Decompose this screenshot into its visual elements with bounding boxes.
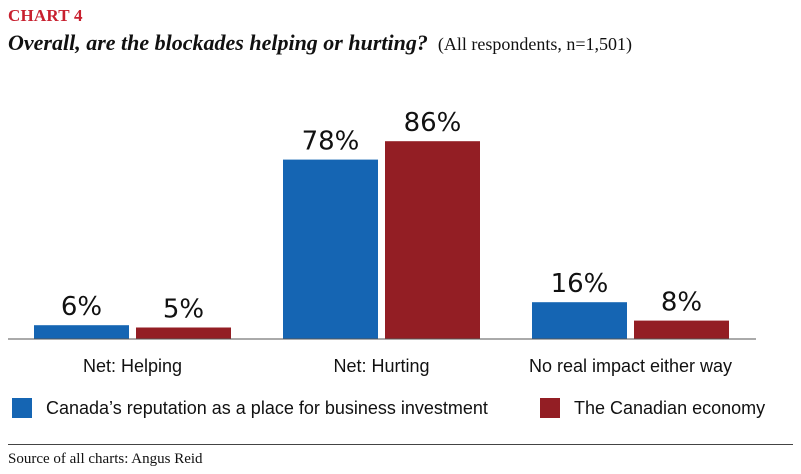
data-label-net-hurting-series-1: 78% — [302, 127, 360, 157]
footer-divider — [8, 444, 793, 445]
category-label-no-real-impact-either-way: No real impact either way — [529, 356, 732, 376]
data-label-no-real-impact-either-way-series-1: 16% — [551, 269, 609, 299]
data-label-net-helping-series-1: 6% — [61, 292, 102, 322]
bar-net-helping-series-1 — [34, 325, 129, 339]
data-label-net-hurting-series-2: 86% — [404, 108, 462, 138]
bar-net-hurting-series-2 — [385, 141, 480, 339]
legend-swatch-reputation — [12, 398, 32, 418]
category-label-net-helping: Net: Helping — [83, 356, 182, 376]
bar-net-hurting-series-1 — [283, 159, 378, 339]
bar-no-real-impact-either-way-series-2 — [634, 320, 729, 339]
chart-title-row: Overall, are the blockades helping or hu… — [8, 30, 632, 56]
bar-net-helping-series-2 — [136, 327, 231, 339]
chart-subtitle: (All respondents, n=1,501) — [437, 34, 632, 54]
source-note: Source of all charts: Angus Reid — [8, 451, 203, 467]
chart-title: Overall, are the blockades helping or hu… — [8, 30, 428, 55]
legend-item-economy: The Canadian economy — [540, 396, 765, 420]
legend-swatch-economy — [540, 398, 560, 418]
legend-item-reputation: Canada’s reputation as a place for busin… — [12, 396, 488, 420]
data-label-net-helping-series-2: 5% — [163, 295, 204, 325]
chart-number-label: CHART 4 — [8, 6, 83, 25]
legend-label-reputation: Canada’s reputation as a place for busin… — [46, 397, 488, 418]
data-label-no-real-impact-either-way-series-2: 8% — [661, 288, 702, 318]
legend-label-economy: The Canadian economy — [574, 397, 766, 418]
bar-no-real-impact-either-way-series-1 — [532, 302, 627, 339]
category-label-net-hurting: Net: Hurting — [333, 356, 429, 376]
